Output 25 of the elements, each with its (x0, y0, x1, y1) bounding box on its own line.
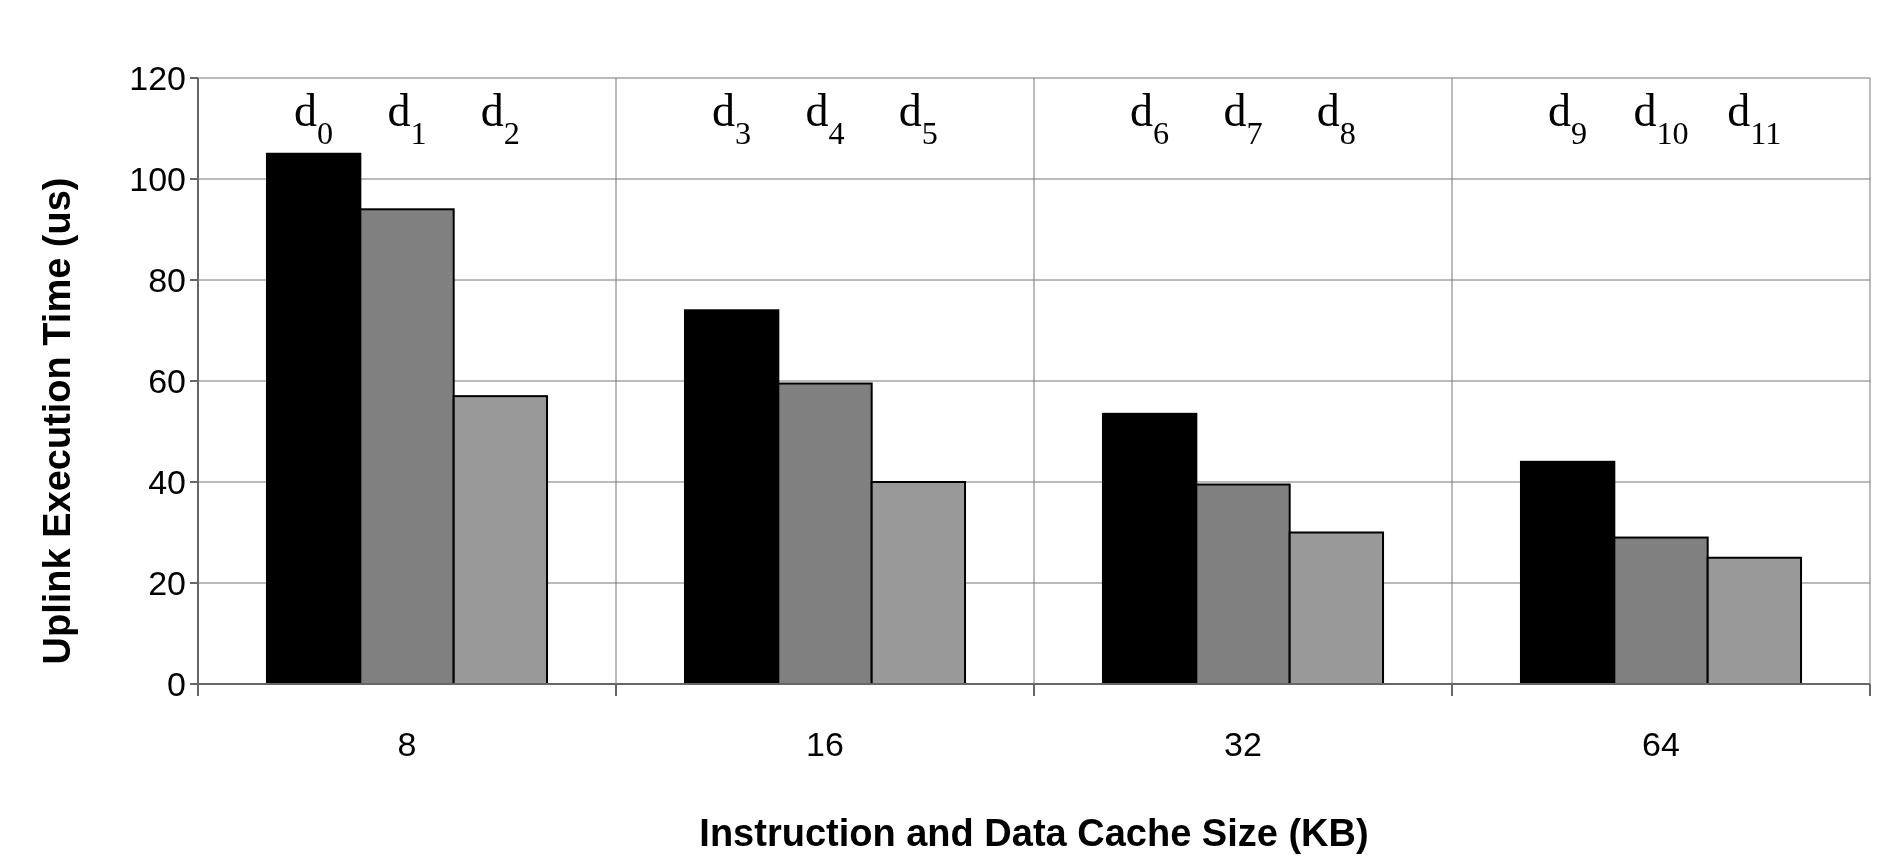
annotation: d$_{8}$ (1316, 85, 1356, 151)
x-tick-label: 8 (397, 725, 417, 763)
x-axis-title: Instruction and Data Cache Size (KB) (699, 812, 1369, 854)
y-axis-title: Uplink Execution Time (us) (36, 177, 78, 665)
y-tick-label: 0 (167, 664, 186, 703)
annotation: d$_{4}$ (805, 85, 845, 151)
annotation: d$_{5}$ (898, 85, 938, 151)
annotation: d$_{0}$ (294, 85, 334, 151)
annotation: d$_{3}$ (712, 85, 752, 151)
x-tick-label: 16 (806, 725, 844, 763)
annotation: d$_{7}$ (1223, 85, 1263, 151)
y-tick-label: 120 (129, 58, 186, 97)
y-tick-label: 20 (148, 563, 186, 602)
y-tick-label: 40 (148, 462, 186, 501)
annotation: d$_{11}$ (1727, 85, 1782, 151)
annotation: d$_{2}$ (480, 85, 520, 151)
annotation: d$_{10}$ (1633, 85, 1689, 151)
x-tick-label: 32 (1224, 725, 1262, 763)
x-tick-label: 64 (1642, 725, 1680, 763)
y-tick-label: 80 (148, 260, 186, 299)
y-tick-label: 100 (129, 159, 186, 198)
annotation: d$_{6}$ (1130, 85, 1170, 151)
annotation: d$_{9}$ (1548, 85, 1588, 151)
annotation: d$_{1}$ (387, 85, 427, 151)
y-tick-label: 60 (148, 361, 186, 400)
